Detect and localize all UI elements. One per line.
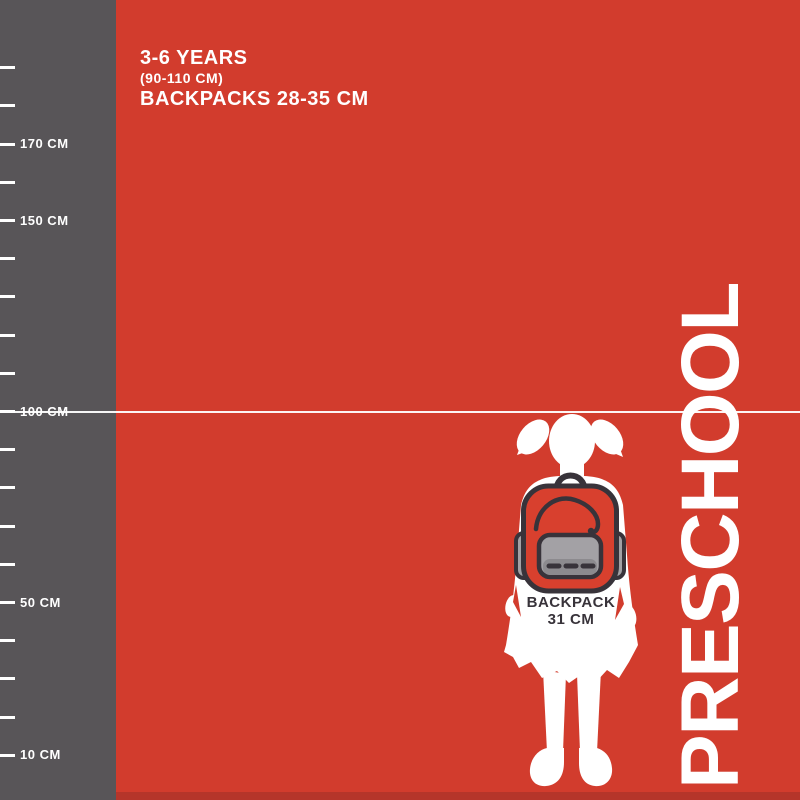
left-foot bbox=[529, 748, 564, 787]
left-arm-gap bbox=[513, 585, 521, 617]
ruler-tick bbox=[0, 142, 15, 146]
ruler-tick bbox=[0, 104, 15, 108]
ruler-tick-label: 50 CM bbox=[20, 594, 61, 610]
ruler-tick-label: 10 CM bbox=[20, 747, 61, 763]
backpack-callout-size: 31 CM bbox=[547, 611, 595, 628]
ruler-tick bbox=[0, 715, 15, 719]
ruler-tick bbox=[0, 753, 15, 757]
height-range-label: (90-110 CM) bbox=[140, 70, 224, 86]
ruler-tick bbox=[0, 66, 15, 70]
ruler-tick bbox=[0, 371, 15, 375]
backpack-callout-word: BACKPACK bbox=[526, 594, 616, 611]
ground-shadow-strip bbox=[0, 792, 800, 800]
right-pigtail-tip bbox=[609, 440, 623, 457]
ruler-tick bbox=[0, 180, 15, 184]
height-ruler: 170 CM 150 CM 100 CM 50 CM 10 CM bbox=[0, 0, 116, 800]
backpack-size-range-label: BACKPACKS 28-35 CM bbox=[140, 88, 369, 110]
height-reference-line-100cm bbox=[0, 410, 800, 413]
left-pigtail-icon bbox=[516, 419, 550, 455]
backpack-seam-arc bbox=[533, 496, 601, 535]
ruler-tick bbox=[0, 639, 15, 643]
ruler-tick bbox=[0, 486, 15, 490]
ruler-tick bbox=[0, 257, 15, 261]
left-pigtail-tip bbox=[517, 439, 531, 455]
ruler-tick bbox=[0, 295, 15, 299]
ruler-tick-label: 150 CM bbox=[20, 212, 69, 228]
ruler-tick bbox=[0, 562, 15, 566]
ruler-tick bbox=[0, 219, 15, 222]
ruler-tick bbox=[0, 677, 15, 681]
backpack-size-callout: BACKPACK 31 CM bbox=[505, 594, 637, 629]
header-block: 3-6 YEARS (90-110 CM) BACKPACKS 28-35 CM bbox=[140, 46, 369, 112]
left-leg bbox=[543, 670, 566, 752]
ruler-tick bbox=[0, 333, 15, 337]
ruler-tick bbox=[0, 524, 15, 528]
category-label-preschool: PRESCHOOL bbox=[665, 283, 756, 789]
backpack-zipper-pull bbox=[587, 527, 595, 535]
ruler-tick bbox=[0, 601, 15, 604]
right-arm-gap bbox=[615, 587, 624, 620]
right-leg bbox=[577, 670, 601, 752]
child-silhouette-figure bbox=[504, 414, 638, 787]
ruler-tick-label: 170 CM bbox=[20, 136, 69, 152]
right-foot bbox=[579, 748, 613, 787]
age-range-label: 3-6 YEARS bbox=[140, 47, 248, 69]
right-hand bbox=[621, 604, 637, 628]
backpack-icon bbox=[514, 472, 626, 594]
ruler-tick bbox=[0, 448, 15, 452]
